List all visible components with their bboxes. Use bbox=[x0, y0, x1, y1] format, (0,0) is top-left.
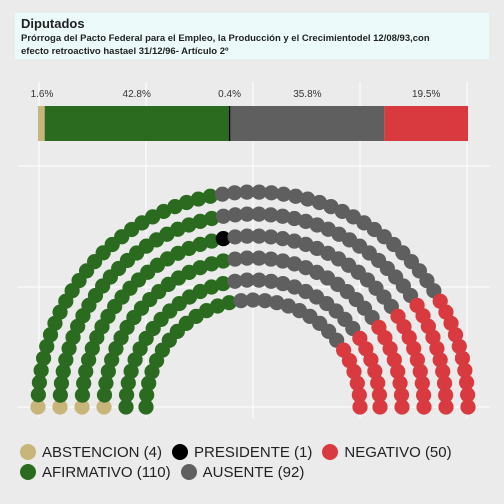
pct-label-presidente: 0.4% bbox=[218, 89, 241, 100]
legend-row-2: AFIRMATIVO (110) AUSENTE (92) bbox=[20, 462, 504, 482]
legend-swatch bbox=[181, 464, 197, 480]
bar-segment-abstencion bbox=[38, 106, 45, 141]
legend-swatch bbox=[172, 444, 188, 460]
pct-label-ausente: 35.8% bbox=[293, 89, 321, 100]
legend-item-negativo: NEGATIVO (50) bbox=[322, 444, 451, 461]
legend-row-1: ABSTENCION (4) PRESIDENTE (1) NEGATIVO (50… bbox=[20, 442, 504, 462]
legend: ABSTENCION (4) PRESIDENTE (1) NEGATIVO (50… bbox=[20, 442, 504, 482]
legend-item-abstencion: ABSTENCION (4) bbox=[20, 444, 162, 461]
seat-negativo bbox=[460, 399, 475, 414]
legend-label: ABSTENCION (4) bbox=[42, 444, 162, 461]
legend-item-ausente: AUSENTE (92) bbox=[181, 464, 305, 481]
legend-label: AFIRMATIVO (110) bbox=[42, 464, 171, 481]
legend-label: AUSENTE (92) bbox=[203, 464, 305, 481]
seat-negativo bbox=[372, 399, 387, 414]
seat-negativo bbox=[416, 399, 431, 414]
seat-negativo bbox=[352, 399, 367, 414]
legend-swatch bbox=[322, 444, 338, 460]
bar-segment-negativo bbox=[384, 106, 468, 141]
bar-segment-afirmativo bbox=[45, 106, 229, 141]
pct-label-afirmativo: 42.8% bbox=[123, 89, 151, 100]
pct-label-abstencion: 1.6% bbox=[31, 89, 54, 100]
legend-item-presidente: PRESIDENTE (1) bbox=[172, 444, 312, 461]
bar-segment-presidente bbox=[229, 106, 231, 141]
seat-negativo bbox=[438, 399, 453, 414]
legend-item-afirmativo: AFIRMATIVO (110) bbox=[20, 464, 171, 481]
pct-label-negativo: 19.5% bbox=[412, 89, 440, 100]
legend-swatch bbox=[20, 464, 36, 480]
legend-label: NEGATIVO (50) bbox=[344, 444, 451, 461]
bar-segment-ausente bbox=[230, 106, 384, 141]
legend-label: PRESIDENTE (1) bbox=[194, 444, 312, 461]
legend-swatch bbox=[20, 444, 36, 460]
seat-negativo bbox=[394, 399, 409, 414]
